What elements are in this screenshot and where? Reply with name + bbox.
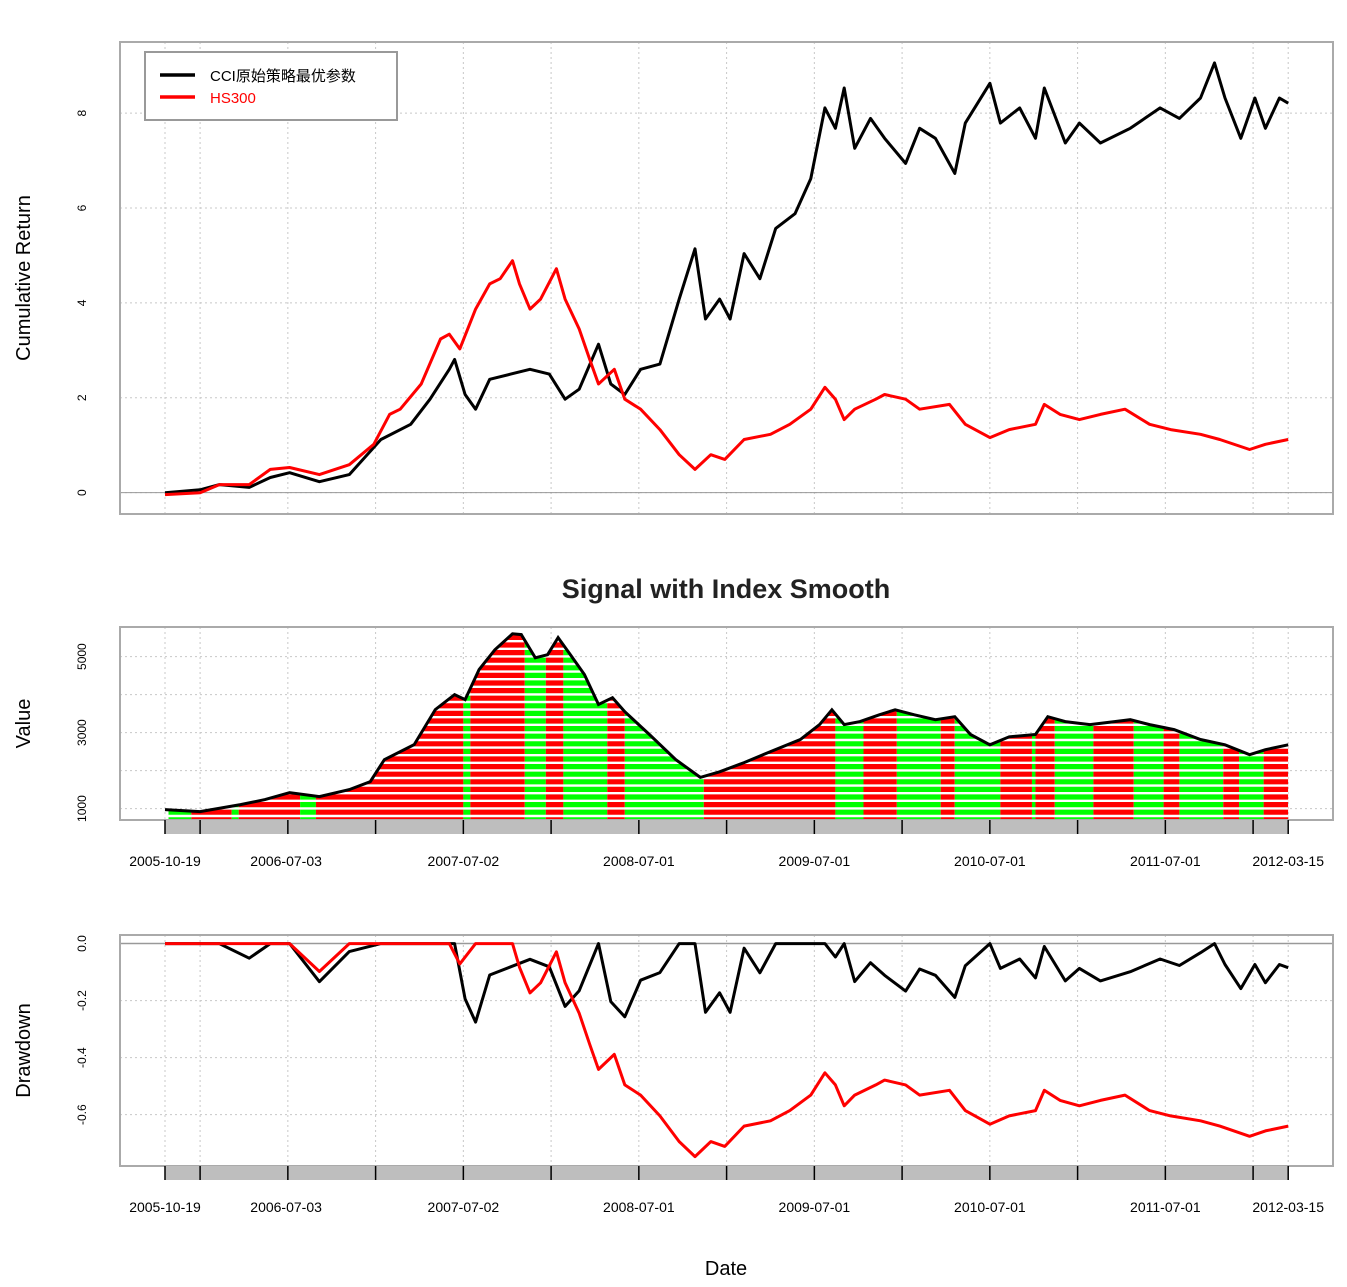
x-tick-label: 2010-07-01 [954, 1199, 1026, 1215]
index-line [164, 632, 1289, 814]
signal-bar-green [1239, 633, 1264, 820]
plot-frame [119, 41, 1334, 515]
x-tick-label: 2008-07-01 [603, 853, 675, 869]
y-axis-label: Drawdown [13, 1003, 35, 1097]
signal-bar-red [1263, 633, 1289, 820]
x-tick-label: 2012-03-15 [1252, 1199, 1324, 1215]
signal-bar-green [168, 633, 192, 820]
signal-bar-red [607, 633, 625, 820]
legend-label: HS300 [210, 90, 256, 107]
y-tick-label: 1000 [75, 795, 89, 822]
chart-title: Signal with Index Smooth [562, 574, 891, 604]
legend: CCI原始策略最优参数 HS300 [144, 51, 398, 121]
legend-label: CCI原始策略最优参数 [210, 68, 356, 85]
x-tick-label: 2006-07-03 [250, 853, 322, 869]
y-tick-label: 3000 [75, 719, 89, 746]
signal-bar-red [863, 633, 897, 820]
y-tick-label: 8 [75, 109, 89, 116]
y-axis-label: Cumulative Return [13, 195, 35, 361]
signal-bar-red [238, 633, 301, 820]
x-tick-label: 2009-07-01 [779, 853, 851, 869]
signal-bar-red [703, 633, 836, 820]
signal-bar-green [300, 633, 316, 820]
y-tick-label: 2 [75, 394, 89, 401]
y-axis-label: Value [13, 699, 35, 749]
signal-bar-red [1035, 633, 1055, 820]
x-tick-label: 2011-07-01 [1130, 853, 1201, 869]
signal-bar-green [463, 633, 471, 820]
signal-bar-red [1000, 633, 1032, 820]
legend-box [144, 51, 398, 121]
y-tick-label: -0.2 [75, 990, 89, 1011]
y-tick-label: -0.4 [75, 1047, 89, 1068]
x-tick-label: 2007-07-02 [428, 1199, 500, 1215]
x-tick-label: 2010-07-01 [954, 853, 1026, 869]
y-tick-label: 0 [75, 489, 89, 496]
y-tick-label: 5000 [75, 643, 89, 670]
x-axis-label: Date [705, 1258, 747, 1280]
x-tick-label: 2008-07-01 [603, 1199, 675, 1215]
signal-bar-green [1179, 633, 1224, 820]
drawdown-line-hs300 [165, 942, 1289, 1159]
x-tick-label: 2011-07-01 [1130, 1199, 1201, 1215]
x-tick-label: 2006-07-03 [250, 1199, 322, 1215]
signal-bar-red [1223, 633, 1240, 820]
signal-bar-green [231, 633, 239, 820]
y-tick-label: 6 [75, 204, 89, 211]
series-line-strategy [164, 61, 1289, 495]
signal-bar-red [191, 633, 232, 820]
x-tick-label: 2005-10-19 [129, 1199, 201, 1215]
signal-bar-red [1163, 633, 1180, 820]
y-tick-label: 0.0 [75, 935, 89, 952]
signal-bar-red [940, 633, 955, 820]
x-tick-label: 2009-07-01 [779, 1199, 851, 1215]
signal-bar-green [1031, 633, 1036, 820]
x-tick-label: 2005-10-19 [129, 853, 201, 869]
x-tick-label: 2007-07-02 [428, 853, 500, 869]
signal-bar-green [896, 633, 941, 820]
y-tick-label: 4 [75, 299, 89, 306]
series-line-hs300 [164, 259, 1289, 497]
y-tick-label: -0.6 [75, 1104, 89, 1125]
x-tick-label: 2012-03-15 [1252, 853, 1324, 869]
